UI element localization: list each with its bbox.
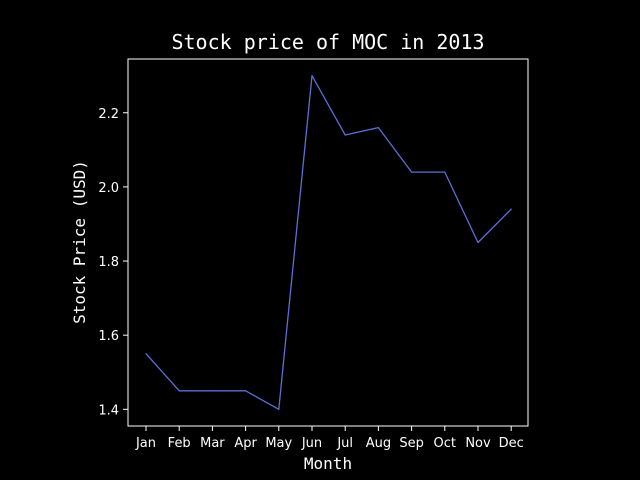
x-tick-label: Sep — [399, 436, 424, 451]
series-layer — [145, 75, 512, 410]
data-point — [145, 353, 147, 355]
data-point — [444, 171, 446, 173]
data-point — [510, 208, 512, 210]
x-tick-label: Mar — [200, 436, 225, 451]
x-tick-label: Jan — [135, 436, 156, 451]
y-tick-label: 1.6 — [98, 329, 119, 344]
data-point — [344, 134, 346, 136]
y-tick-label: 2.2 — [98, 107, 119, 122]
x-tick-label: Feb — [168, 436, 191, 451]
data-point — [411, 171, 413, 173]
x-tick-label: Oct — [434, 436, 456, 451]
data-point — [245, 390, 247, 392]
x-tick-label: Nov — [465, 436, 491, 451]
x-tick-label: Apr — [234, 436, 257, 451]
y-tick-label: 1.8 — [98, 255, 119, 270]
x-axis: Jan Feb Mar Apr May Jun Jul Aug Sep Oct Nov Dec — [135, 426, 524, 451]
data-point — [477, 241, 479, 244]
y-tick-label: 2.0 — [98, 181, 119, 196]
data-point — [278, 408, 280, 410]
x-tick-label: Jul — [336, 436, 353, 451]
x-tick-label: Aug — [366, 436, 391, 451]
plot-frame — [127, 58, 529, 427]
chart-title: Stock price of MOC in 2013 — [171, 30, 484, 54]
data-point — [311, 75, 313, 77]
y-axis-label: Stock Price (USD) — [70, 160, 89, 324]
data-point — [377, 126, 379, 129]
stock-price-line — [145, 75, 512, 410]
y-tick-label: 1.4 — [98, 403, 119, 418]
data-point — [211, 390, 213, 392]
x-tick-label: Dec — [499, 436, 524, 451]
x-tick-label: Jun — [301, 436, 322, 451]
y-axis: 1.4 1.6 1.8 2.0 2.2 — [98, 107, 128, 418]
x-tick-label: May — [265, 436, 292, 451]
x-axis-label: Month — [304, 454, 352, 473]
data-point — [178, 390, 180, 392]
